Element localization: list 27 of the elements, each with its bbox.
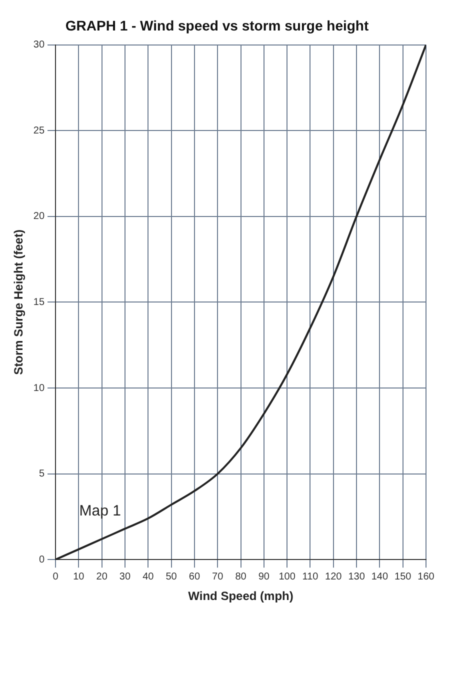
x-tick-label: 80 xyxy=(235,571,247,582)
chart-title: GRAPH 1 - Wind speed vs storm surge height xyxy=(65,17,369,34)
y-tick-label: 0 xyxy=(38,554,45,566)
y-tick-label: 25 xyxy=(33,125,45,136)
x-axis-title: Wind Speed (mph) xyxy=(188,589,294,604)
x-tick-label: 40 xyxy=(142,571,154,582)
y-tick-label: 30 xyxy=(33,40,45,51)
y-tick-label: 20 xyxy=(33,211,45,222)
y-axis-title: Storm Surge Height (feet) xyxy=(12,230,26,375)
x-tick-label: 70 xyxy=(212,571,224,582)
y-tick-label: 15 xyxy=(33,296,45,308)
x-tick-label: 120 xyxy=(325,571,342,582)
x-tick-label: 140 xyxy=(371,571,388,582)
x-tick-label: 150 xyxy=(394,571,412,582)
y-tick-label: 10 xyxy=(33,382,45,394)
x-tick-label: 60 xyxy=(188,571,200,582)
x-tick-label: 110 xyxy=(302,571,319,582)
y-tick-label: 5 xyxy=(38,468,45,480)
x-tick-label: 100 xyxy=(278,571,296,582)
x-tick-label: 130 xyxy=(348,571,366,582)
x-tick-label: 160 xyxy=(418,571,435,582)
x-tick-label: 30 xyxy=(119,571,131,582)
x-tick-label: 90 xyxy=(258,571,270,582)
x-tick-label: 0 xyxy=(52,571,59,582)
x-tick-label: 10 xyxy=(73,571,85,582)
x-tick-label: 20 xyxy=(96,571,108,582)
x-tick-label: 50 xyxy=(166,571,178,582)
